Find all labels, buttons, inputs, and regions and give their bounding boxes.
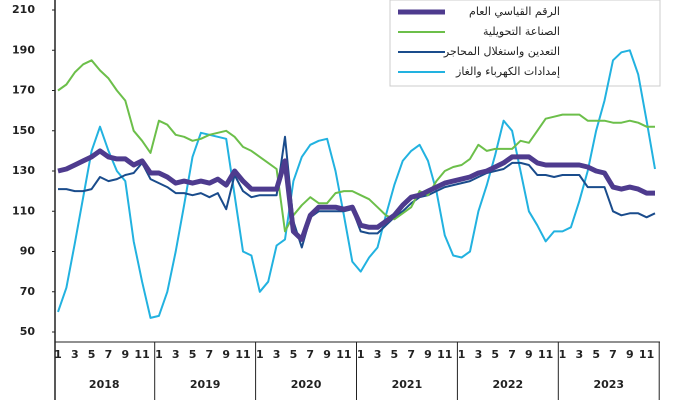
x-tick-label: 11	[437, 348, 452, 361]
x-tick-label: 11	[538, 348, 553, 361]
x-tick-label: 3	[374, 348, 382, 361]
series-line	[57, 59, 655, 233]
year-label: 2019	[190, 378, 221, 391]
x-tick-label: 11	[134, 348, 149, 361]
y-tick-label: 210	[12, 3, 35, 16]
y-tick-label: 150	[12, 124, 35, 137]
x-tick-label: 5	[88, 348, 96, 361]
x-tick-label: 9	[222, 348, 230, 361]
x-tick-label: 9	[323, 348, 331, 361]
y-tick-label: 130	[12, 164, 35, 177]
x-tick-label: 7	[508, 348, 516, 361]
x-tick-label: 5	[592, 348, 600, 361]
series-line	[57, 49, 656, 319]
x-tick-label: 1	[155, 348, 163, 361]
x-tick-label: 1	[54, 348, 62, 361]
x-tick-label: 11	[336, 348, 351, 361]
x-tick-label: 3	[71, 348, 79, 361]
x-tick-label: 5	[391, 348, 399, 361]
year-label: 2020	[291, 378, 322, 391]
x-tick-label: 3	[575, 348, 583, 361]
legend-label: إمدادات الكهرباء والغاز	[455, 65, 560, 78]
series-line	[57, 148, 655, 242]
y-tick-label: 70	[20, 285, 36, 298]
x-tick-label: 3	[172, 348, 180, 361]
x-tick-label: 7	[407, 348, 415, 361]
x-tick-label: 7	[306, 348, 314, 361]
y-tick-label: 170	[12, 84, 35, 97]
x-tick-label: 1	[357, 348, 365, 361]
x-tick-label: 1	[256, 348, 264, 361]
y-tick-label: 50	[20, 325, 36, 338]
year-label: 2021	[392, 378, 423, 391]
x-tick-label: 7	[609, 348, 617, 361]
y-tick-label: 110	[12, 204, 35, 217]
x-tick-label: 5	[189, 348, 197, 361]
x-tick-label: 9	[525, 348, 533, 361]
year-label: 2023	[593, 378, 624, 391]
x-tick-label: 1	[559, 348, 567, 361]
y-tick-label: 190	[12, 43, 35, 56]
x-tick-label: 5	[290, 348, 298, 361]
legend-label: الرقم القياسي العام	[469, 5, 560, 18]
x-tick-label: 9	[626, 348, 634, 361]
x-tick-label: 5	[491, 348, 499, 361]
x-tick-label: 3	[273, 348, 281, 361]
x-tick-label: 11	[235, 348, 250, 361]
x-tick-label: 7	[206, 348, 214, 361]
x-tick-label: 9	[424, 348, 432, 361]
x-tick-label: 3	[475, 348, 483, 361]
year-label: 2022	[493, 378, 524, 391]
x-tick-label: 11	[639, 348, 654, 361]
y-tick-label: 90	[20, 245, 36, 258]
x-tick-label: 9	[121, 348, 129, 361]
legend-label: الصناعة التحويلية	[483, 25, 560, 38]
year-label: 2018	[89, 378, 120, 391]
x-tick-label: 1	[458, 348, 466, 361]
x-tick-label: 7	[105, 348, 113, 361]
legend-label: التعدين واستغلال المحاجر	[443, 45, 560, 58]
